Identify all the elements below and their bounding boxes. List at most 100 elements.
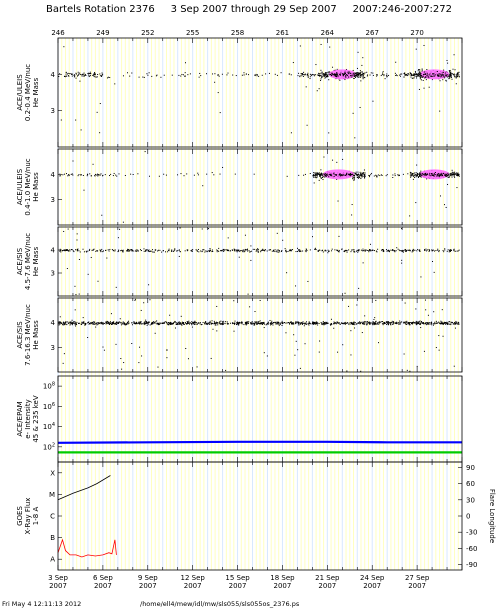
data-point — [423, 173, 425, 175]
data-point — [403, 76, 405, 78]
data-point — [417, 74, 419, 76]
data-point — [432, 324, 434, 326]
data-point — [363, 76, 365, 78]
data-point — [386, 75, 388, 77]
data-point — [449, 77, 451, 79]
data-point — [420, 76, 422, 78]
data-point — [321, 173, 323, 175]
data-point — [297, 349, 299, 351]
data-point — [320, 323, 322, 325]
top-axis-tick-label: 258 — [231, 29, 244, 37]
data-point — [263, 352, 265, 354]
data-point — [188, 322, 190, 324]
data-point — [265, 324, 267, 326]
data-point — [323, 156, 325, 158]
data-point — [226, 249, 228, 251]
data-point — [444, 322, 446, 324]
data-point — [241, 322, 243, 324]
data-point — [334, 75, 336, 77]
x-year-label: 2007 — [139, 582, 157, 590]
data-point — [345, 75, 347, 77]
data-point — [351, 76, 353, 78]
data-point — [197, 172, 199, 174]
data-point — [376, 74, 378, 76]
data-point — [208, 323, 210, 325]
data-point — [451, 73, 453, 75]
data-point — [306, 124, 308, 126]
data-point — [204, 321, 206, 323]
data-point — [84, 323, 86, 325]
data-point — [96, 111, 98, 113]
data-point — [348, 72, 350, 74]
data-point — [59, 175, 61, 177]
data-point — [352, 176, 354, 178]
data-point — [453, 249, 455, 251]
data-point — [411, 74, 413, 76]
data-point — [456, 74, 458, 76]
data-point — [193, 174, 195, 176]
data-point — [331, 324, 333, 326]
data-point — [356, 74, 358, 76]
data-point — [238, 322, 240, 324]
data-point — [454, 174, 456, 176]
data-point — [396, 75, 398, 77]
data-point — [72, 322, 74, 324]
data-point — [448, 70, 450, 72]
data-point — [421, 174, 423, 176]
data-point — [316, 172, 318, 174]
data-point — [244, 250, 246, 252]
data-point — [182, 323, 184, 325]
data-point — [320, 79, 322, 81]
data-point — [158, 175, 160, 177]
data-point — [255, 323, 257, 325]
data-point — [409, 324, 411, 326]
data-point — [259, 323, 261, 325]
data-point — [131, 72, 133, 74]
data-point — [205, 323, 207, 325]
data-point — [222, 249, 224, 251]
data-point — [159, 249, 161, 251]
data-point — [386, 250, 388, 252]
data-point — [334, 322, 336, 324]
data-point — [410, 175, 412, 177]
data-point — [104, 174, 106, 176]
data-point — [144, 320, 146, 322]
data-point — [209, 320, 211, 322]
data-point — [363, 169, 365, 171]
data-point — [315, 174, 317, 176]
data-point — [373, 175, 375, 177]
data-point — [398, 174, 400, 176]
data-point — [308, 321, 310, 323]
data-point — [271, 250, 273, 252]
data-point — [214, 73, 216, 75]
data-point — [184, 72, 186, 74]
data-point — [336, 72, 338, 74]
data-point — [263, 322, 265, 324]
data-point — [450, 321, 452, 323]
data-point — [249, 251, 251, 253]
data-point — [99, 103, 101, 105]
data-point — [78, 250, 80, 252]
data-point — [291, 250, 293, 252]
ylabel-goes-line: GOES — [16, 506, 24, 526]
data-point — [357, 251, 359, 253]
data-point — [419, 175, 421, 177]
data-point — [317, 250, 319, 252]
data-point — [402, 251, 404, 253]
data-point — [307, 280, 309, 282]
data-point — [196, 323, 198, 325]
scatter-uleis_02_04 — [58, 43, 460, 139]
data-point — [440, 322, 442, 324]
data-point — [296, 322, 298, 324]
data-point — [430, 322, 432, 324]
data-point — [370, 72, 372, 74]
data-point — [411, 77, 413, 79]
data-point — [430, 76, 432, 78]
data-point — [417, 70, 419, 72]
data-point — [186, 321, 188, 323]
data-point — [412, 178, 414, 180]
data-point — [99, 73, 101, 75]
data-point — [327, 174, 329, 176]
data-point — [172, 322, 174, 324]
data-point — [75, 72, 77, 74]
